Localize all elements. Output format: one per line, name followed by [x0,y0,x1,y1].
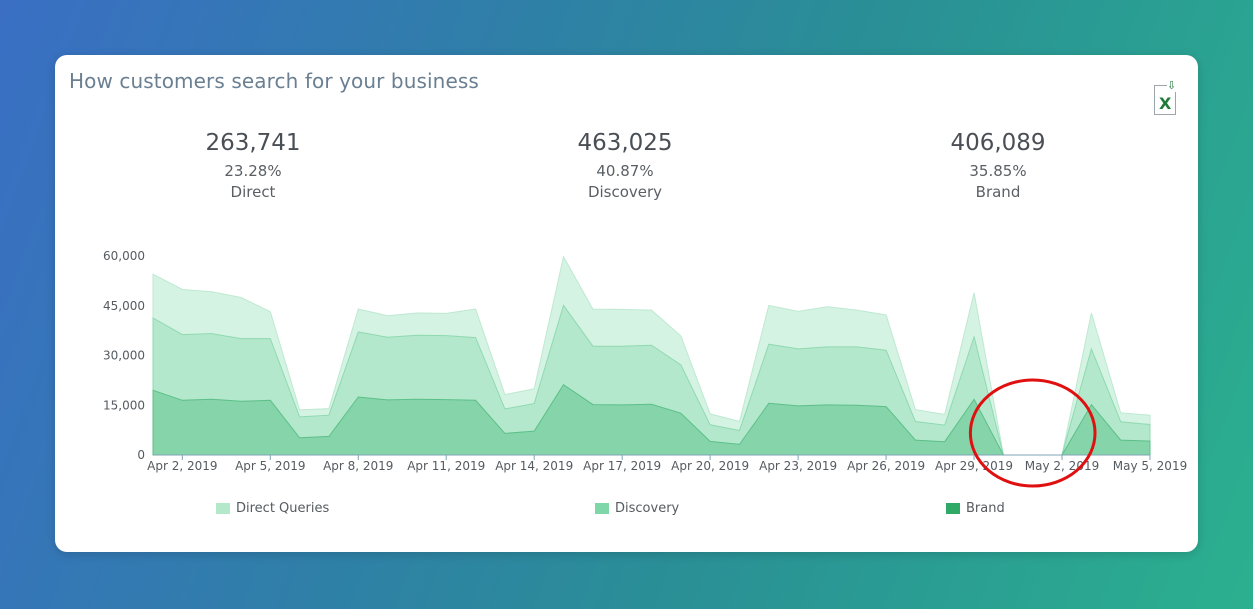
x-tick-label: Apr 2, 2019 [147,459,217,473]
y-tick-label: 30,000 [103,349,145,363]
stat-discovery: 463,025 40.87% Discovery [525,130,725,201]
legend-direct-label: Direct Queries [236,501,330,516]
legend-brand[interactable]: Brand [946,501,1005,516]
x-tick-label: Apr 29, 2019 [935,459,1013,473]
chart-areas [152,255,1151,456]
stat-direct-percent: 23.28% [224,162,282,180]
excel-export-button[interactable]: ⇩ X [1154,81,1177,115]
y-tick-label: 15,000 [103,398,145,412]
stat-brand-value: 406,089 [950,130,1046,156]
legend-direct-queries[interactable]: Direct Queries [216,501,329,516]
legend-brand-label: Brand [966,501,1005,516]
x-tick-label: Apr 23, 2019 [759,459,837,473]
x-tick-label: Apr 11, 2019 [407,459,485,473]
x-tick-label: Apr 20, 2019 [671,459,749,473]
x-tick-label: Apr 5, 2019 [235,459,305,473]
y-tick-label: 0 [137,448,145,462]
excel-export-icon: X [1159,94,1172,113]
download-arrow-icon: ⇩ [1167,80,1177,92]
x-tick-label: May 2, 2019 [1025,459,1099,473]
legend-swatch-brand [946,503,960,514]
x-tick-label: Apr 14, 2019 [495,459,573,473]
x-tick-label: Apr 17, 2019 [583,459,661,473]
search-breakdown-card: How customers search for your business ⇩… [55,55,1198,552]
legend-discovery[interactable]: Discovery [595,501,679,516]
y-tick-label: 45,000 [103,299,145,313]
chart-axes: 0 15,000 30,000 45,000 60,000 Apr 2, 2019 Apr … [103,249,1187,473]
stat-direct-label: Direct [230,183,276,201]
stat-direct-value: 263,741 [205,130,301,156]
stat-brand-label: Brand [975,183,1021,201]
x-tick-label: May 5, 2019 [1113,459,1187,473]
stat-discovery-percent: 40.87% [596,162,654,180]
legend-swatch-discovery [595,503,609,514]
stacked-area-chart: 0 15,000 30,000 45,000 60,000 Apr 2, 2019 Apr … [103,249,1187,488]
stat-brand: 406,089 35.85% Brand [898,130,1098,201]
x-tick-label: Apr 8, 2019 [323,459,393,473]
y-tick-label: 60,000 [103,249,145,263]
highlight-ellipse [968,378,1097,488]
stat-direct: 263,741 23.28% Direct [153,130,353,201]
stat-discovery-value: 463,025 [577,130,673,156]
chart-annotation [968,378,1097,488]
x-tick-label: Apr 26, 2019 [847,459,925,473]
legend-swatch-direct [216,503,230,514]
card-title: How customers search for your business [69,69,479,93]
legend-discovery-label: Discovery [615,501,680,516]
stat-brand-percent: 35.85% [969,162,1027,180]
stat-discovery-label: Discovery [587,183,663,201]
